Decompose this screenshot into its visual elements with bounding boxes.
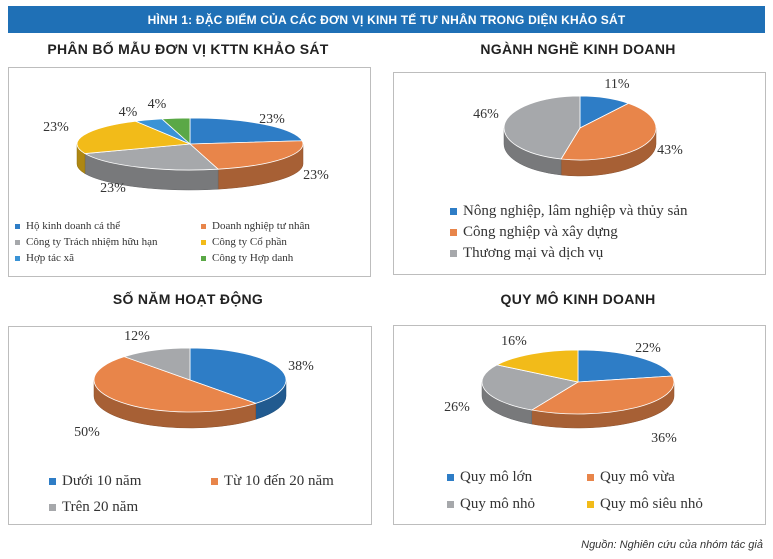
- pie-slice-doanh-nghiep-tu-nhan: [188, 140, 304, 170]
- legend-swatch-cong-nghiep-va-xay-dung: [450, 229, 457, 236]
- chart-title-sample-distribution: PHÂN BỐ MẪU ĐƠN VỊ KTTN KHẢO SÁT: [47, 41, 329, 57]
- chart-nganh-nghe-kinh-doanh: 11% 43% 46% Nông nghiệp, lâm nghiệp và thủy…: [450, 77, 688, 261]
- data-label-ho-kinh-doanh-ca-the: 23%: [259, 112, 285, 127]
- legend-so-nam-hoat-dong: Dưới 10 năm Từ 10 đến 20 năm Trên 20 năm: [49, 473, 334, 515]
- legend-swatch-doanh-nghiep-tu-nhan: [201, 224, 206, 229]
- legend-label-nong-nghiep-lam-nghiep-va-thuy-san: Nông nghiệp, lâm nghiệp và thủy sản: [463, 203, 688, 219]
- data-label-cong-ty-co-phan: 23%: [43, 120, 69, 135]
- data-label-quy-mo-nho: 26%: [444, 400, 470, 415]
- legend-swatch-quy-mo-vua: [587, 474, 594, 481]
- data-label-hop-tac-xa: 4%: [119, 105, 138, 120]
- data-label-cong-nghiep-va-xay-dung: 43%: [657, 143, 683, 158]
- data-label-cong-ty-trach-nhiem-huu-han: 23%: [100, 181, 126, 196]
- legend-label-cong-ty-hop-danh: Công ty Hợp danh: [212, 252, 294, 264]
- pie-slice-ho-kinh-doanh-ca-the: [189, 117, 303, 145]
- pie-slice-quy-mo-nho: [481, 364, 580, 411]
- data-label-tu-10-den-20-nam: 50%: [74, 425, 100, 440]
- legend-label-ho-kinh-doanh-ca-the: Hộ kinh doanh cá thể: [26, 220, 120, 232]
- legend-label-quy-mo-vua: Quy mô vừa: [600, 469, 675, 485]
- source-note: Nguồn: Nghiên cứu của nhóm tác giả: [581, 539, 763, 551]
- legend-label-hop-tac-xa: Hợp tác xã: [26, 252, 74, 264]
- legend-phan-bo-mau-don-vi-kttn-khao-sat: Hộ kinh doanh cá thể Doanh nghiệp tư nhân…: [15, 220, 310, 264]
- data-label-thuong-mai-va-dich-vu: 46%: [473, 107, 499, 122]
- pie-slice-cong-ty-hop-danh: [160, 117, 191, 145]
- legend-label-quy-mo-nho: Quy mô nhỏ: [460, 496, 535, 512]
- legend-swatch-cong-ty-trach-nhiem-huu-han: [15, 240, 20, 245]
- legend-quy-mo-kinh-doanh: Quy mô lớn Quy mô vừa Quy mô nhỏ Quy mô siê…: [447, 469, 703, 512]
- pie-slice-tren-20-nam: [123, 347, 191, 381]
- chart-so-nam-hoat-dong: 38% 50% 12% Dưới 10 năm Từ 10 đến 20 năm Trên…: [49, 329, 334, 515]
- legend-swatch-tu-10-den-20-nam: [211, 478, 218, 485]
- legend-nganh-nghe-kinh-doanh: Nông nghiệp, lâm nghiệp và thủy sản Công …: [450, 203, 688, 261]
- data-label-quy-mo-vua: 36%: [651, 431, 677, 446]
- pie-slice-quy-mo-sieu-nho: [495, 349, 579, 383]
- data-label-nong-nghiep-lam-nghiep-va-thuy-san: 11%: [604, 77, 629, 92]
- legend-label-quy-mo-lon: Quy mô lớn: [460, 469, 533, 485]
- legend-swatch-duoi-10-nam: [49, 478, 56, 485]
- legend-swatch-cong-ty-hop-danh: [201, 256, 206, 261]
- legend-swatch-thuong-mai-va-dich-vu: [450, 250, 457, 257]
- legend-label-quy-mo-sieu-nho: Quy mô siêu nhỏ: [600, 496, 703, 512]
- data-label-duoi-10-nam: 38%: [288, 359, 314, 374]
- pie-slice-cong-ty-co-phan: [76, 120, 191, 154]
- legend-swatch-hop-tac-xa: [15, 256, 20, 261]
- data-label-doanh-nghiep-tu-nhan: 23%: [303, 168, 329, 183]
- legend-label-cong-ty-trach-nhiem-huu-han: Công ty Trách nhiệm hữu hạn: [26, 236, 158, 248]
- pie-slice-duoi-10-nam: [189, 347, 287, 404]
- pie-slice-quy-mo-vua: [530, 375, 675, 415]
- chart-title-years-of-operation: SỐ NĂM HOẠT ĐỘNG: [112, 291, 264, 307]
- pie-slice-tu-10-den-20-nam: [93, 356, 257, 413]
- data-label-quy-mo-sieu-nho: 16%: [501, 334, 527, 349]
- figure-header: HÌNH 1: ĐẶC ĐIỂM CỦA CÁC ĐƠN VỊ KINH TẾ …: [8, 6, 765, 33]
- data-label-tren-20-nam: 12%: [124, 329, 150, 344]
- legend-swatch-quy-mo-lon: [447, 474, 454, 481]
- legend-label-doanh-nghiep-tu-nhan: Doanh nghiệp tư nhân: [212, 220, 310, 232]
- legend-swatch-quy-mo-sieu-nho: [587, 501, 594, 508]
- legend-swatch-tren-20-nam: [49, 504, 56, 511]
- chart-quy-mo-kinh-doanh: 22% 36% 26% 16% Quy mô lớn Quy mô vừa Quy mô n…: [444, 334, 703, 512]
- data-label-cong-ty-hop-danh: 4%: [148, 97, 167, 112]
- legend-swatch-nong-nghiep-lam-nghiep-va-thuy-san: [450, 208, 457, 215]
- chart-title-business-scale: QUY MÔ KINH DOANH: [500, 291, 656, 307]
- pie-slice-cong-nghiep-va-xay-dung: [560, 102, 657, 161]
- pie-slice-quy-mo-lon: [577, 349, 673, 383]
- legend-swatch-cong-ty-co-phan: [201, 240, 206, 245]
- legend-label-tu-10-den-20-nam: Từ 10 đến 20 năm: [224, 473, 334, 489]
- legend-label-cong-ty-co-phan: Công ty Cổ phần: [212, 236, 287, 248]
- legend-swatch-quy-mo-nho: [447, 501, 454, 508]
- data-label-quy-mo-lon: 22%: [635, 341, 661, 356]
- chart-title-business-sector: NGÀNH NGHỀ KINH DOANH: [480, 41, 676, 57]
- legend-label-duoi-10-nam: Dưới 10 năm: [62, 473, 142, 489]
- pie-slice-cong-ty-trach-nhiem-huu-han: [83, 143, 220, 171]
- legend-swatch-ho-kinh-doanh-ca-the: [15, 224, 20, 229]
- legend-label-tren-20-nam: Trên 20 năm: [62, 499, 138, 515]
- pie-slice-thuong-mai-va-dich-vu: [503, 95, 581, 160]
- legend-label-cong-nghiep-va-xay-dung: Công nghiệp và xây dựng: [463, 224, 618, 240]
- legend-label-thuong-mai-va-dich-vu: Thương mại và dịch vụ: [463, 245, 604, 261]
- chart-phan-bo-mau-don-vi-kttn-khao-sat: 23% 23% 23% 23% 4% 4% Hộ kinh doanh cá thể Doan…: [15, 97, 329, 264]
